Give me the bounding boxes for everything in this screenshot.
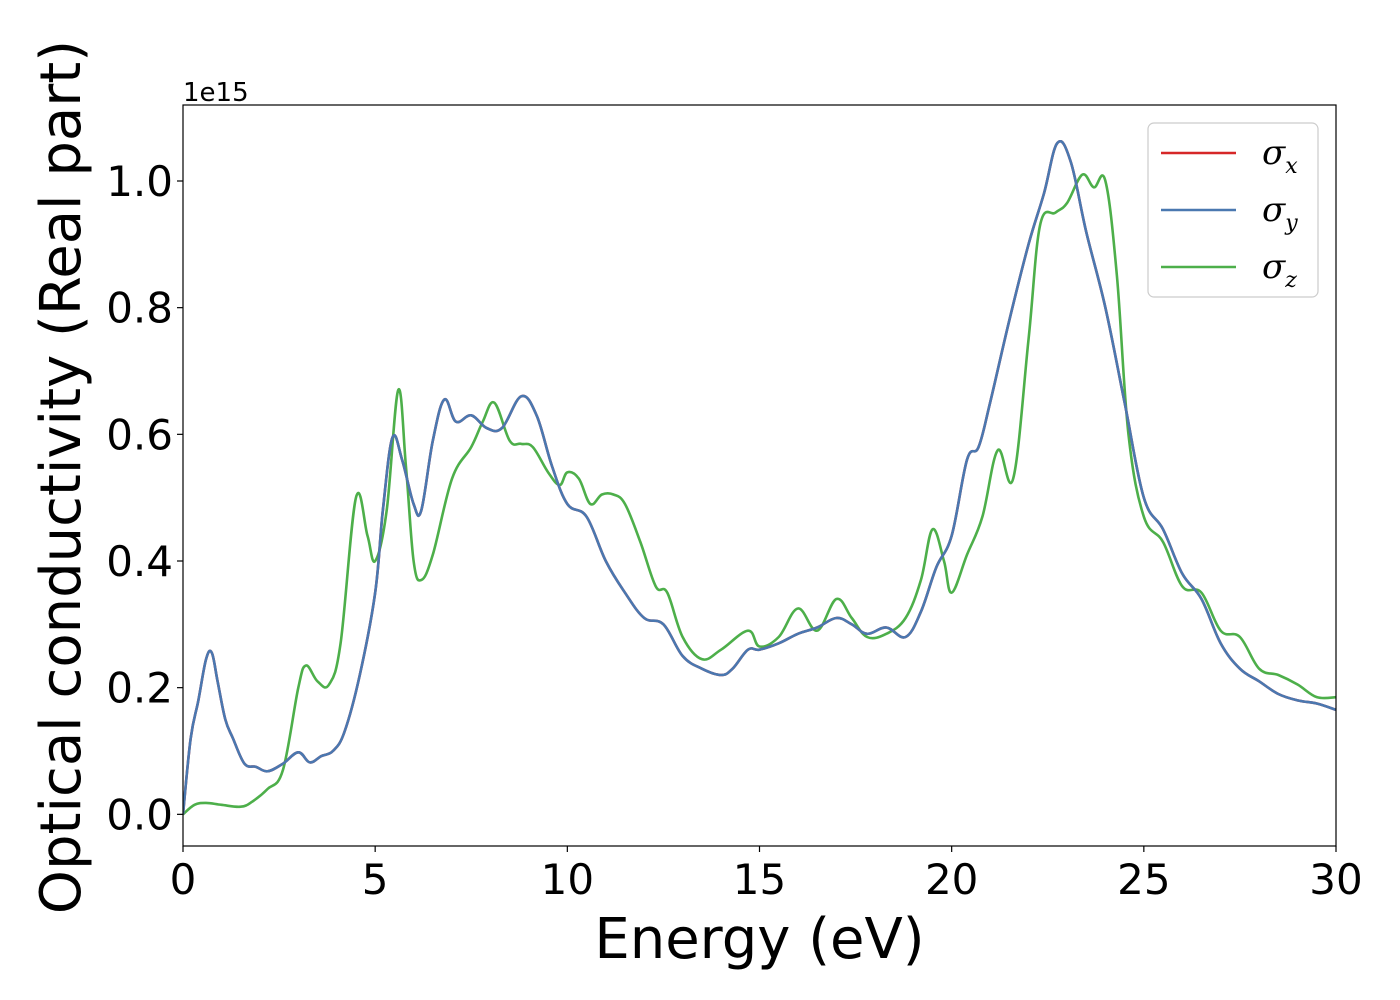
legend: σx σy σz	[1147, 122, 1319, 298]
y-tick-label: 0.4	[106, 537, 173, 586]
legend-label-x: σx	[1262, 133, 1298, 179]
y-tick-label: 0.2	[106, 664, 173, 713]
y-tick-label: 1.0	[106, 157, 173, 206]
y-tick-label: 0.0	[106, 790, 173, 839]
y-offset-label: 1e15	[183, 78, 249, 108]
x-tick-label: 15	[733, 855, 786, 904]
legend-label-y: σy	[1262, 190, 1298, 236]
y-tick-label: 0.8	[106, 284, 173, 333]
x-axis-label: Energy (eV)	[594, 907, 924, 972]
x-tick-label: 20	[925, 855, 978, 904]
series-line-z	[183, 173, 1336, 816]
x-tick-label: 25	[1117, 855, 1170, 904]
x-tick-label: 10	[541, 855, 594, 904]
x-tick-label: 30	[1309, 855, 1362, 904]
ticks-layer: 0 5 10 15 20 25 30 0.0 0.2 0.4 0.6 0.8 1.0	[106, 157, 1363, 904]
series-layer	[183, 140, 1336, 816]
x-tick-label: 5	[362, 855, 389, 904]
series-line-y	[183, 140, 1336, 815]
y-tick-label: 0.6	[106, 410, 173, 459]
x-tick-label: 0	[170, 855, 197, 904]
y-axis-label: Optical conductivity (Real part)	[29, 40, 94, 914]
legend-label-z: σz	[1262, 247, 1297, 293]
